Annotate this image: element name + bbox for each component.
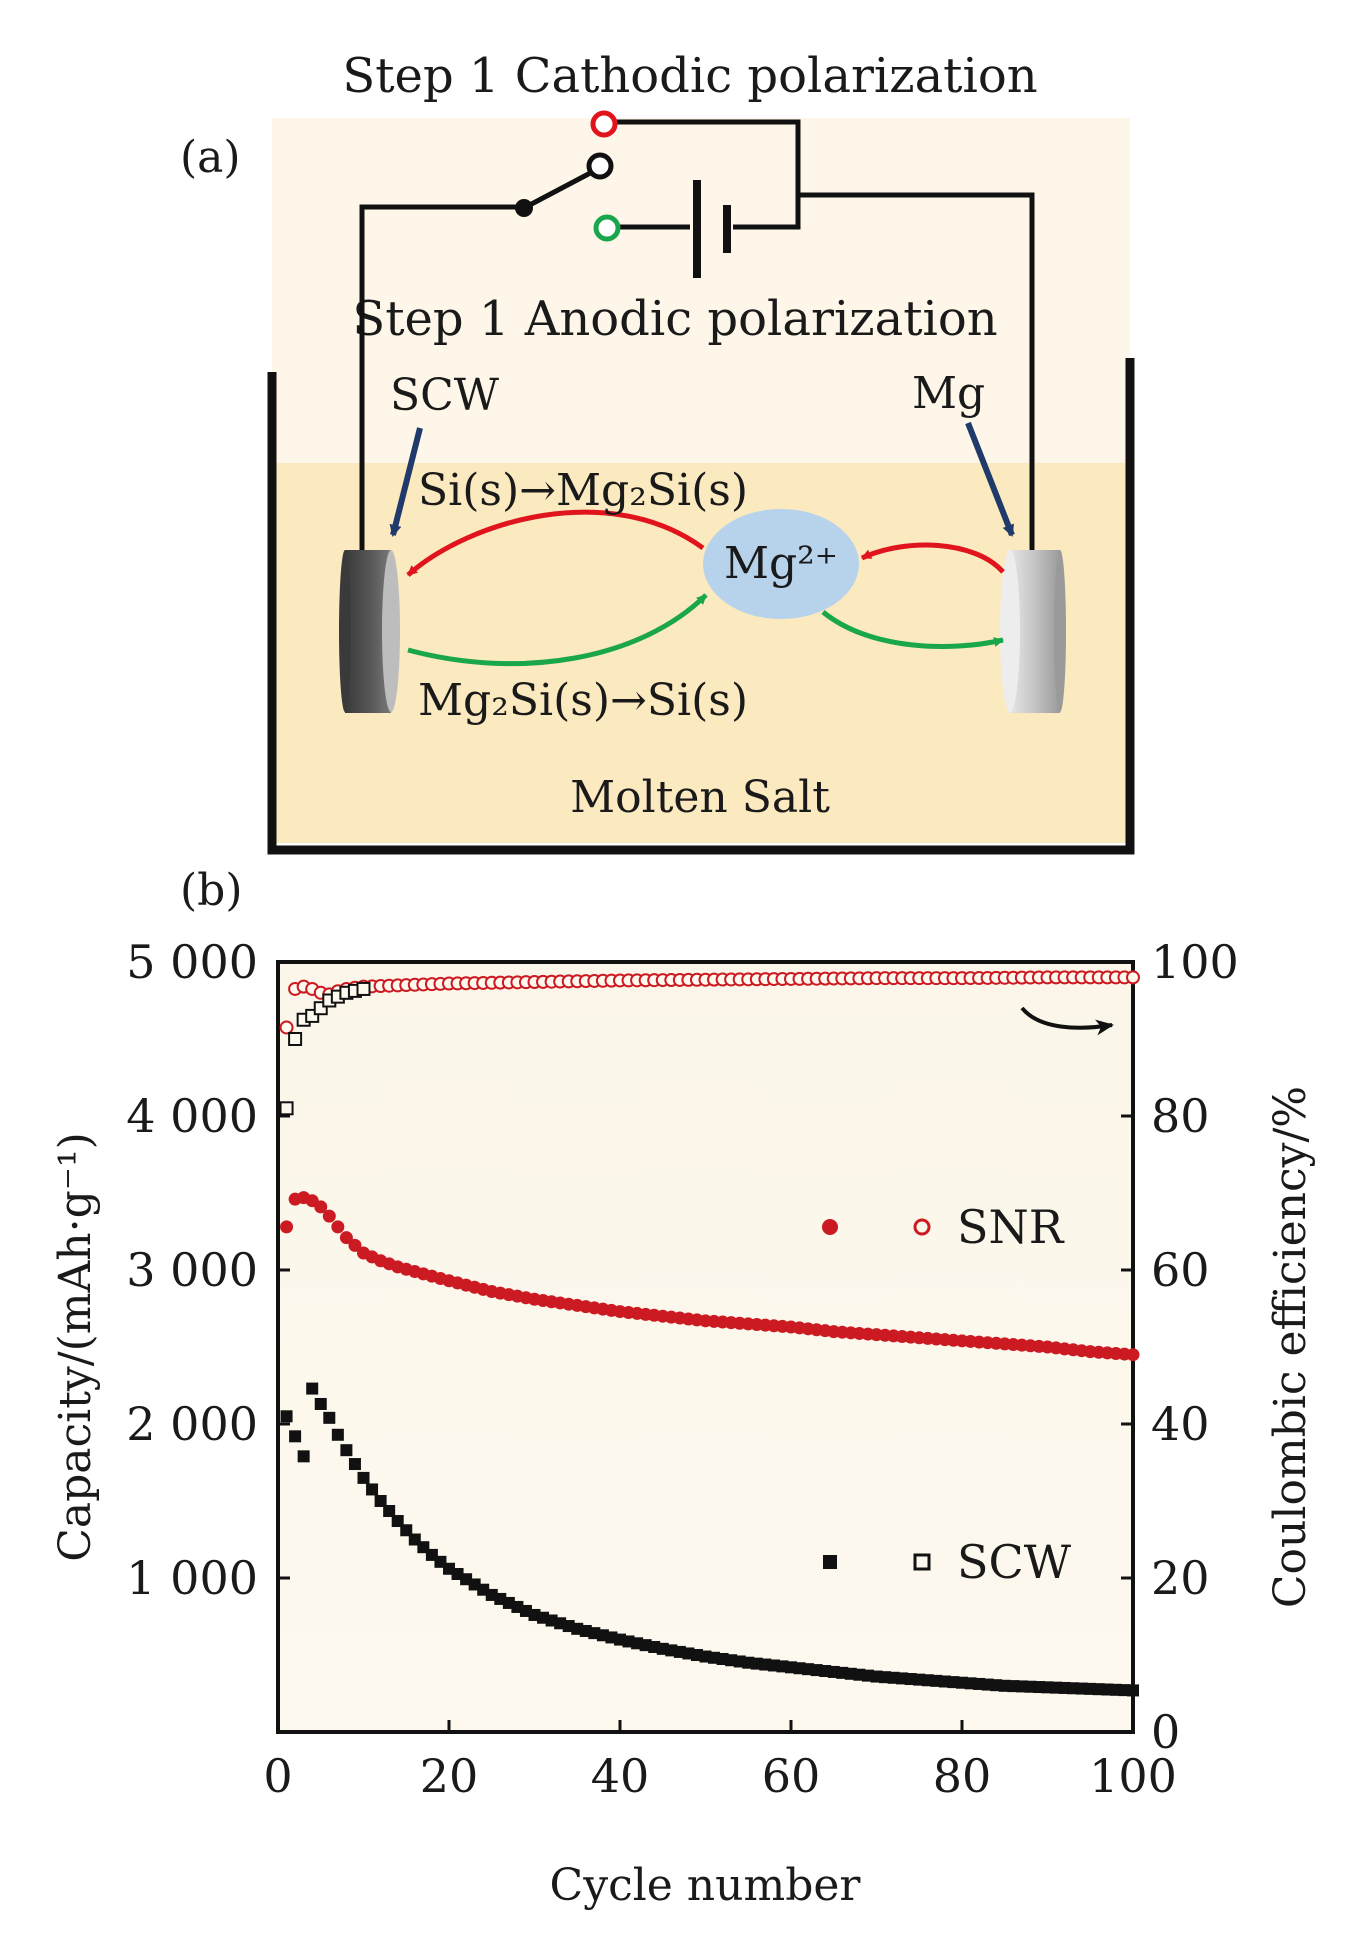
data-point-scw-capacity xyxy=(306,1382,319,1395)
y-tick-label: 2 000 xyxy=(126,1397,258,1451)
switch-lever xyxy=(522,167,598,211)
arrow-cathodic-to-scw xyxy=(406,509,705,577)
data-point-scw-efficiency xyxy=(279,1101,294,1116)
y-axis-title: Capacity/(mAh·g⁻¹) xyxy=(50,1132,101,1562)
data-point-snr-efficiency xyxy=(1126,970,1140,985)
y2-tick-label: 80 xyxy=(1151,1089,1210,1143)
data-point-snr-capacity xyxy=(339,1231,353,1245)
data-point-scw-capacity xyxy=(323,1411,336,1424)
arrow-cathodic-from-mg xyxy=(860,542,1005,574)
cell-background xyxy=(272,118,1130,463)
arrow-anodic-from-scw xyxy=(407,593,708,667)
data-point-scw-capacity xyxy=(348,1458,361,1471)
mg-ion-bubble xyxy=(703,509,859,619)
data-point-scw-capacity xyxy=(297,1450,310,1463)
data-point-snr-capacity xyxy=(331,1220,345,1234)
x-tick-label: 0 xyxy=(263,1749,292,1803)
mg-electrode xyxy=(1000,550,1066,713)
label-mg-electrode: Mg xyxy=(912,368,985,419)
chart-marks xyxy=(279,970,1140,1697)
legend-snr-open-marker xyxy=(913,1218,931,1236)
y-tick-label: 4 000 xyxy=(126,1089,258,1143)
data-point-scw-capacity xyxy=(374,1495,387,1507)
data-point-scw-efficiency xyxy=(288,1032,303,1046)
series-scw-efficiency xyxy=(279,981,371,1116)
data-point-snr-capacity xyxy=(1126,1348,1140,1362)
scw-electrode xyxy=(339,550,400,713)
x-tick-label: 40 xyxy=(591,1749,650,1803)
series-scw-capacity xyxy=(280,1382,1139,1697)
reaction-cathodic: Si(s)→Mg₂Si(s) xyxy=(418,465,748,516)
efficiency-axis-arrow xyxy=(1020,1006,1114,1036)
panel-a-label: (a) xyxy=(180,132,241,183)
data-point-snr-capacity xyxy=(322,1209,336,1223)
panel-b: (b) 0 20 40 60 80 100 1 000 2 000 3 000 4 000 5 00… xyxy=(50,865,1316,1911)
x-axis-title: Cycle number xyxy=(550,1860,862,1911)
data-point-scw-capacity xyxy=(314,1397,327,1410)
panel-a: (a) Step 1 Cathodic polarization Step 1 … xyxy=(180,48,1135,855)
legend-scw-filled-marker xyxy=(823,1555,837,1569)
data-point-snr-capacity xyxy=(280,1220,294,1234)
y2-tick-label: 60 xyxy=(1151,1243,1210,1297)
y2-tick-label: 0 xyxy=(1151,1705,1180,1759)
legend-scw-open-marker xyxy=(913,1553,931,1571)
data-point-snr-efficiency xyxy=(279,1020,294,1035)
panel-b-label: (b) xyxy=(180,865,243,916)
series-snr-capacity xyxy=(280,1191,1140,1362)
data-point-scw-capacity xyxy=(331,1428,344,1441)
label-scw-electrode: SCW xyxy=(390,370,500,421)
legend: SNR SCW xyxy=(822,1200,1072,1589)
step-anodic-label: Step 1 Anodic polarization xyxy=(352,291,997,347)
data-point-scw-capacity xyxy=(357,1471,370,1484)
legend-snr-label: SNR xyxy=(957,1200,1065,1254)
beaker-outline xyxy=(267,358,1135,855)
legend-snr-filled-marker xyxy=(822,1219,838,1235)
x-tick-label: 60 xyxy=(762,1749,821,1803)
y-tick-label: 5 000 xyxy=(126,935,258,989)
reaction-anodic: Mg₂Si(s)→Si(s) xyxy=(418,675,748,726)
step-cathodic-label: Step 1 Cathodic polarization xyxy=(342,48,1037,104)
data-point-scw-capacity xyxy=(1127,1684,1139,1697)
terminal-neutral xyxy=(586,152,614,180)
data-point-scw-capacity xyxy=(391,1515,404,1528)
data-point-snr-capacity xyxy=(348,1238,362,1252)
data-point-scw-capacity xyxy=(383,1505,396,1518)
arrow-anodic-to-mg xyxy=(821,610,1004,649)
data-point-scw-capacity xyxy=(340,1444,353,1457)
y2-tick-label: 100 xyxy=(1151,935,1239,989)
pointer-scw xyxy=(389,427,423,537)
mg-ion-label: Mg²⁺ xyxy=(724,538,838,589)
axis-ticks: 0 20 40 60 80 100 1 000 2 000 3 000 4 000 5 000 0 20… xyxy=(126,935,1239,1803)
molten-salt-label: Molten Salt xyxy=(570,772,830,823)
y2-tick-label: 20 xyxy=(1151,1551,1210,1605)
y-tick-label: 1 000 xyxy=(126,1551,258,1605)
data-point-scw-capacity xyxy=(280,1410,293,1423)
data-point-scw-capacity xyxy=(366,1483,379,1496)
y2-axis-title: Coulombic efficiency/% xyxy=(1265,1086,1316,1608)
data-point-scw-efficiency xyxy=(356,981,371,996)
data-point-snr-capacity xyxy=(314,1200,328,1214)
data-point-scw-capacity xyxy=(289,1430,302,1443)
data-point-scw-capacity xyxy=(502,1596,515,1609)
y-tick-label: 3 000 xyxy=(126,1243,258,1297)
x-tick-label: 20 xyxy=(420,1749,479,1803)
series-snr-efficiency xyxy=(279,970,1140,1035)
y2-tick-label: 40 xyxy=(1151,1397,1210,1451)
pointer-mg xyxy=(965,421,1015,537)
battery-icon xyxy=(693,180,731,278)
circuit-wiring xyxy=(359,119,1035,555)
legend-scw-label: SCW xyxy=(957,1535,1072,1589)
terminal-anodic xyxy=(593,214,621,242)
data-point-scw-capacity xyxy=(400,1524,413,1537)
x-tick-label: 80 xyxy=(933,1749,992,1803)
x-tick-label: 100 xyxy=(1089,1749,1177,1803)
terminal-cathodic xyxy=(590,110,618,138)
